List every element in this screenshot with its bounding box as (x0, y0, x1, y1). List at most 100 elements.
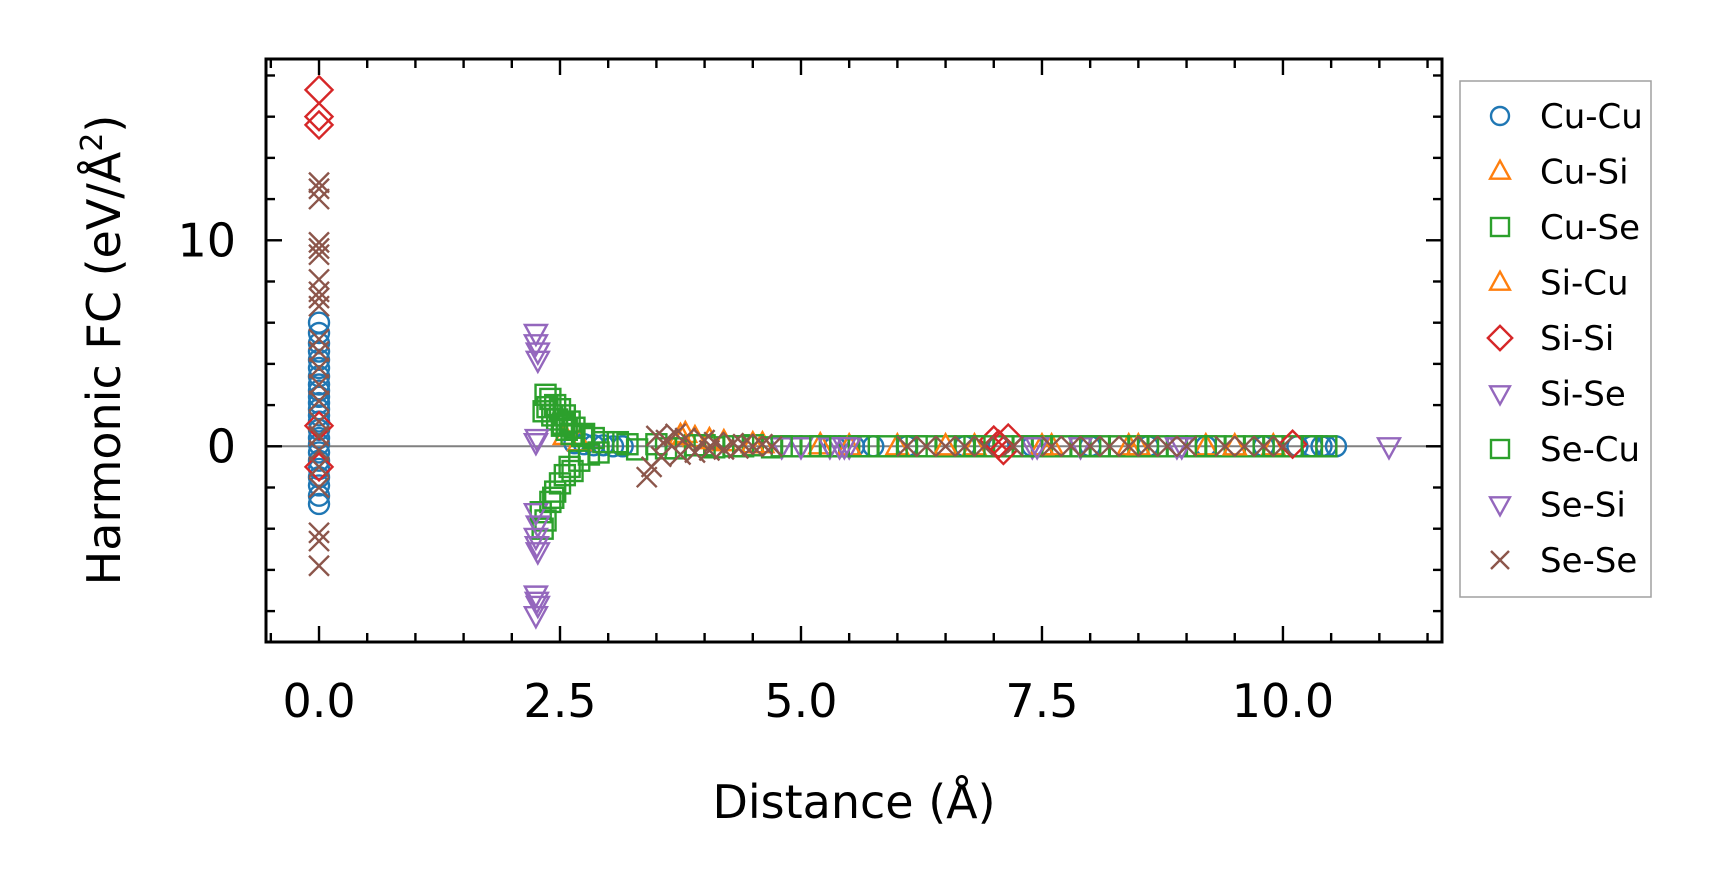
legend-marker-si-se (1488, 385, 1512, 407)
point-se-se (1060, 435, 1082, 458)
point-se-se (1002, 435, 1024, 458)
point-se-se (308, 177, 330, 200)
point-cu-se (592, 430, 615, 454)
point-se-se (308, 476, 330, 499)
x-tick-label: 2.5 (523, 674, 596, 728)
point-se-cu (1194, 435, 1218, 458)
legend-marker-si-cu (1488, 269, 1512, 291)
y-axis-label: Harmonic FC (eV/Å2) (75, 115, 131, 586)
point-si-se (524, 542, 551, 566)
point-se-cu (532, 400, 555, 423)
point-si-se (787, 437, 815, 461)
point-se-cu (551, 412, 575, 435)
point-se-se (308, 287, 330, 309)
legend-marker-si-si (1486, 324, 1514, 352)
axis-ticks (266, 59, 1442, 642)
point-se-se (308, 357, 330, 379)
y-axis-label-close: ) (77, 115, 131, 133)
point-se-se (703, 431, 726, 454)
point-se-cu (1252, 435, 1275, 458)
legend-label-se-se: Se-Se (1540, 541, 1637, 581)
point-cu-cu (307, 441, 331, 464)
point-se-se (1137, 435, 1159, 458)
point-se-se (650, 445, 673, 468)
legend-marker-se-si (1488, 496, 1512, 518)
point-se-se (308, 188, 330, 210)
legend-label-cu-se: Cu-Se (1540, 208, 1640, 248)
point-cu-cu (307, 426, 331, 450)
legend-label-si-se: Si-Se (1540, 375, 1626, 415)
point-cu-cu (307, 484, 331, 507)
point-se-se (761, 435, 783, 458)
point-se-se (934, 435, 957, 458)
point-se-se (308, 373, 330, 396)
point-cu-cu (307, 356, 331, 380)
point-se-se (308, 521, 330, 544)
point-se-si (523, 535, 550, 560)
point-si-se (524, 342, 551, 367)
y-tick-label: 10 (177, 213, 236, 267)
point-se-se (954, 435, 976, 458)
point-se-cu (847, 435, 871, 458)
point-se-se (1214, 435, 1236, 458)
x-tick-label: 5.0 (764, 674, 837, 728)
point-si-se (524, 350, 551, 375)
point-se-se (308, 340, 330, 363)
point-si-se (524, 515, 551, 540)
legend-label-si-si: Si-Si (1540, 319, 1614, 359)
legend-label-se-cu: Se-Cu (1540, 430, 1640, 470)
point-se-si (523, 591, 550, 616)
point-si-se (522, 503, 549, 527)
legend-marker-cu-cu (1489, 105, 1511, 127)
point-si-si (303, 410, 335, 441)
point-se-se (308, 295, 330, 318)
point-cu-cu (307, 348, 331, 371)
point-si-cu (932, 431, 959, 456)
point-se-se (1156, 435, 1179, 458)
y-axis-label-superscript: 2 (75, 133, 110, 152)
legend-marker-se-se (1490, 550, 1510, 570)
x-axis-label: Distance (Å) (712, 775, 995, 829)
legend-label-cu-cu: Cu-Cu (1540, 97, 1643, 137)
point-se-se (635, 466, 658, 489)
x-tick-label: 10.0 (1232, 674, 1334, 728)
legend-label-cu-si: Cu-Si (1540, 153, 1629, 193)
point-cu-cu (307, 385, 331, 409)
point-si-se (522, 334, 549, 358)
point-cu-se (553, 463, 577, 487)
y-tick-label: 0 (207, 419, 236, 473)
point-se-se (1272, 435, 1294, 458)
point-se-se (915, 435, 938, 458)
point-se-si (831, 437, 858, 461)
point-se-cu (1136, 435, 1160, 458)
legend-label-si-cu: Si-Cu (1540, 264, 1629, 304)
point-se-se (1117, 435, 1140, 458)
point-se-se (308, 171, 330, 194)
x-tick-label: 0.0 (282, 674, 355, 728)
legend-marker-se-cu (1489, 438, 1511, 460)
point-cu-cu (307, 373, 331, 396)
point-se-cu (809, 435, 832, 458)
plot-frame (264, 57, 1444, 644)
legend: Cu-Cu Cu-Si Cu-Se Si-Cu Si-Si Si-Se Se-Cu Se-Si… (1459, 80, 1652, 598)
point-cu-cu (307, 492, 331, 516)
point-cu-cu (307, 321, 331, 345)
point-se-si (1024, 437, 1051, 461)
point-se-cu (561, 459, 584, 483)
point-se-se (308, 243, 330, 266)
point-se-se (1175, 435, 1198, 458)
point-se-se (308, 554, 330, 577)
point-se-se (308, 439, 330, 462)
point-si-se (522, 527, 549, 552)
point-cu-se (555, 418, 578, 442)
legend-frame (1459, 80, 1652, 598)
point-se-cu (1021, 435, 1044, 458)
y-axis-label-main: Harmonic FC (eV/Å (77, 151, 131, 585)
point-se-cu (616, 433, 639, 456)
legend-marker-cu-si (1488, 158, 1512, 180)
point-se-se (1040, 435, 1063, 458)
legend-label-se-si: Se-Si (1540, 486, 1626, 526)
point-si-se (1375, 437, 1403, 461)
point-se-se (308, 530, 330, 552)
